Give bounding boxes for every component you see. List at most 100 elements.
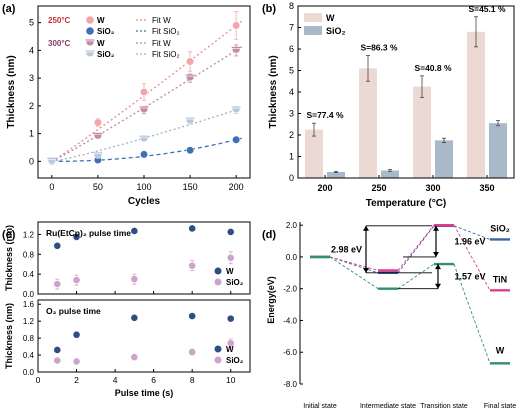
panel-c: (c) 0.0 0.4 0.8 1.2 Ru(EtCp)₂ pulse time Th… xyxy=(2,221,251,398)
data-point-c-0-2 xyxy=(130,227,139,235)
data-point-c-0-1 xyxy=(72,330,81,339)
selectivity-annotation: S=45.1 % xyxy=(468,4,506,14)
panel-a-label: (a) xyxy=(2,3,16,15)
data-point-c-1-1 xyxy=(72,357,81,366)
data-point-a-2-4 xyxy=(231,48,241,54)
y-tick-label: 1 xyxy=(29,129,34,139)
x-tick-label: 10 xyxy=(226,375,236,385)
data-point-a-3-2 xyxy=(139,136,149,143)
data-point-a-2-3 xyxy=(185,75,195,82)
data-point-a-0-2 xyxy=(139,87,149,97)
panel-a-y-ticks: 0 1 2 3 4 5 xyxy=(29,18,41,166)
y-tick-label: 8 xyxy=(289,1,294,11)
y-tick-label: 1 xyxy=(289,152,294,162)
bar-sio2-350 xyxy=(489,123,507,178)
panel-c-bottom-y-label: Thickness (nm) xyxy=(4,303,14,369)
data-point-a-0-1 xyxy=(93,118,103,127)
panel-c-bottom-frame xyxy=(37,299,251,373)
panel-a: (a) 0 50 100 150 200 0 1 2 3 4 5 Cycles Thickness… xyxy=(2,3,251,207)
y-tick-label: 2.0 xyxy=(286,221,298,230)
bar-w-350 xyxy=(467,31,485,178)
x-tick-label: Final state xyxy=(484,403,516,410)
data-point-c-1-3 xyxy=(188,348,197,356)
legend-a-sio2-250-marker xyxy=(86,27,94,35)
y-tick-label: 0.0 xyxy=(23,290,35,299)
y-tick-label: 4 xyxy=(289,87,294,97)
panel-d-label: (d) xyxy=(262,229,276,241)
panel-a-y-label: Thickness (nm) xyxy=(6,55,17,128)
x-tick-label: 200 xyxy=(317,183,332,193)
data-point-c-1-1 xyxy=(72,276,81,284)
panel-a-legend: 250°C W Fit W SiO₂ Fit SiO₂ 300°C W Fit … xyxy=(48,16,180,59)
series-label-2: W xyxy=(496,345,505,355)
bar-sio2-300 xyxy=(435,140,453,178)
legend-c-bottom-sio2-text: SiO₂ xyxy=(226,356,244,365)
bar-w-200 xyxy=(305,129,323,178)
barrier-arrow-2-98-head-start xyxy=(363,267,369,273)
y-tick-label: 6 xyxy=(289,44,294,54)
series-label-1: TiN xyxy=(493,274,507,284)
data-point-c-0-4 xyxy=(226,314,235,323)
x-tick-label: 50 xyxy=(93,182,103,192)
y-tick-label: -8.0 xyxy=(283,380,297,389)
barrier-label-2-98: 2.98 eV xyxy=(331,244,362,254)
legend-c-bottom-sio2-marker xyxy=(214,356,222,364)
fit-curve-3 xyxy=(51,107,242,163)
data-point-c-1-2 xyxy=(130,275,139,284)
selectivity-annotation: S=86.3 % xyxy=(360,42,398,52)
panel-b-bars: S=77.4 % S=86.3 % S=40.8 % S=45.1 % xyxy=(305,4,507,178)
legend-c-top-w-text: W xyxy=(226,267,234,276)
barrier-label-1-57: 1.57 eV xyxy=(454,271,485,281)
y-tick-label: -6.0 xyxy=(283,348,297,357)
data-point-a-2-1 xyxy=(93,134,103,140)
panel-c-top-y-label: Thickness (nm) xyxy=(4,225,14,291)
data-point-a-1-2 xyxy=(139,150,149,159)
panel-b-y-ticks: 0 1 2 3 4 5 6 7 8 xyxy=(289,1,301,183)
series-label-0: SiO₂ xyxy=(490,223,510,233)
panel-c-bottom-title: O₂ pulse time xyxy=(46,306,101,316)
legend-a-sio2-300-marker xyxy=(85,50,95,57)
legend-c-top-sio2-marker xyxy=(214,278,222,286)
panel-a-points xyxy=(47,11,241,166)
panel-c-bottom-legend: W SiO₂ xyxy=(214,345,244,365)
panel-c-top-frame xyxy=(37,221,251,295)
legend-a-w-250-text: W xyxy=(97,16,105,25)
legend-b-sio2-text: SiO₂ xyxy=(326,26,346,36)
x-tick-label: Transition state xyxy=(420,403,468,410)
legend-c-top-w-marker xyxy=(214,267,222,275)
panel-d-series-labels: SiO₂ TiN W xyxy=(490,223,510,355)
data-point-c-1-4 xyxy=(226,339,235,348)
data-point-c-0-4 xyxy=(226,228,235,236)
panel-d-paths xyxy=(310,223,510,365)
data-point-a-2-2 xyxy=(139,107,149,114)
energy-connector-0-0 xyxy=(329,256,379,274)
panel-a-x-ticks: 0 50 100 150 200 xyxy=(49,175,244,192)
y-tick-label: 5 xyxy=(289,66,294,76)
panel-b: (b) S=77.4 %S=86.3 %S=40.8 %S=45.1 % 200… xyxy=(262,1,515,209)
data-point-a-0-4 xyxy=(232,21,241,30)
panel-c-top-x-ticks xyxy=(37,291,232,294)
panel-d-x-ticks: Initial state Intermediate state Transitio… xyxy=(303,403,516,410)
x-tick-label: 250 xyxy=(371,183,386,193)
barrier-arrow-2-98-head-end xyxy=(363,225,369,231)
legend-c-top-sio2-text: SiO₂ xyxy=(226,278,244,287)
bar-sio2-200 xyxy=(327,171,345,178)
x-tick-label: 0 xyxy=(49,182,54,192)
data-point-c-0-3 xyxy=(188,312,197,320)
legend-a-w-250-marker xyxy=(86,16,94,24)
energy-connector-2-2 xyxy=(453,263,491,364)
y-tick-label: 0.8 xyxy=(23,250,35,259)
y-tick-label: 5 xyxy=(29,18,34,28)
panel-b-label: (b) xyxy=(262,3,276,15)
panel-c-top-points xyxy=(53,224,235,290)
data-point-a-1-3 xyxy=(185,146,195,155)
x-tick-label: 0 xyxy=(36,375,41,385)
legend-a-sio2-300-text: SiO₂ xyxy=(97,50,115,59)
energy-connector-1-2 xyxy=(453,224,491,291)
data-point-a-3-3 xyxy=(185,118,195,125)
barrier-label-1-96: 1.96 eV xyxy=(454,236,485,246)
x-tick-label: 350 xyxy=(479,183,494,193)
legend-b-w-swatch xyxy=(304,13,322,22)
legend-a-fit-sio2-250-text: Fit SiO₂ xyxy=(152,27,180,36)
